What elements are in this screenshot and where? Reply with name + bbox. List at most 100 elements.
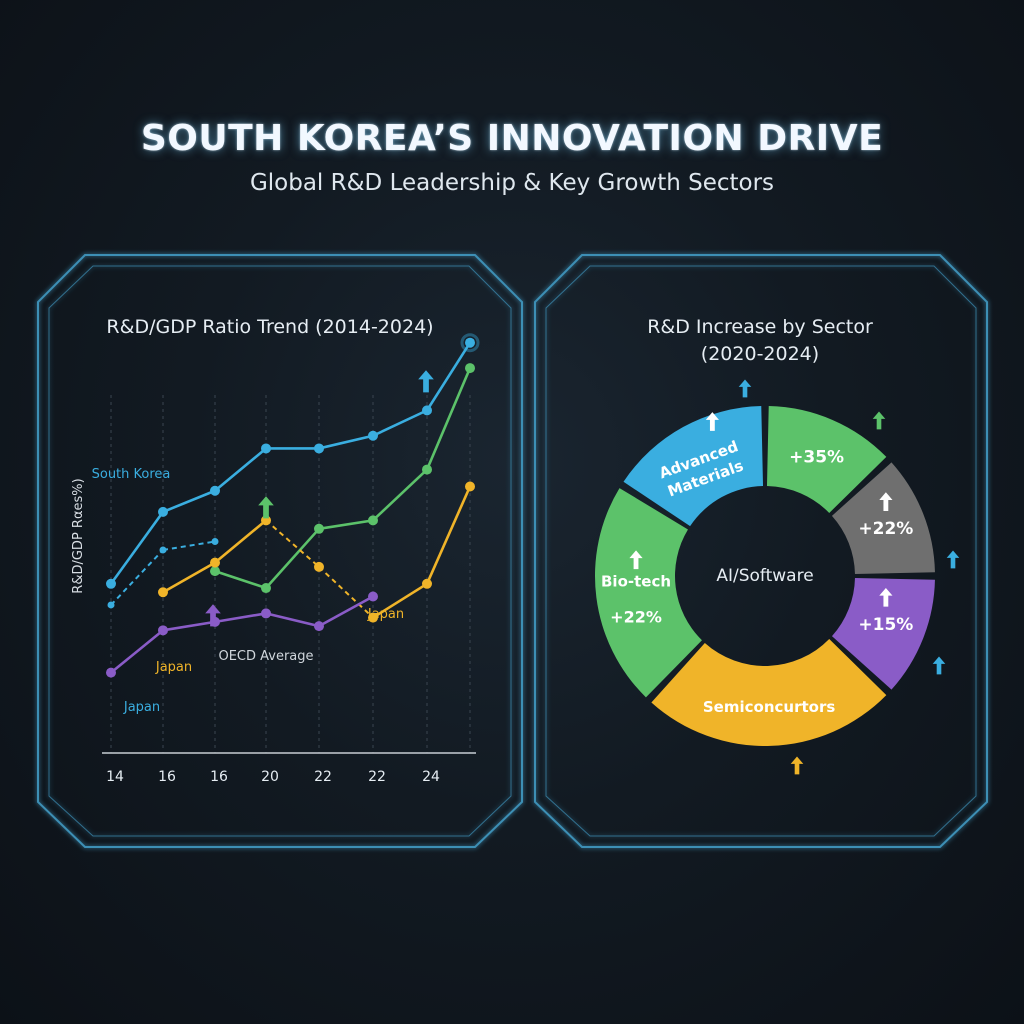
data-point (210, 485, 220, 496)
data-point (368, 515, 378, 526)
data-point (465, 481, 475, 492)
chart-series (106, 333, 480, 678)
chart-annotation: Japan (123, 700, 160, 715)
slice-value-label: +22% (610, 607, 662, 626)
series-line-segment (265, 519, 320, 568)
donut-slice (831, 462, 935, 575)
data-point (314, 621, 324, 632)
slice-label: Semiconcurtors (703, 698, 835, 716)
x-tick-label: 22 (368, 769, 386, 785)
series-line-segment (214, 447, 267, 492)
series-line-segment (425, 367, 472, 471)
x-tick-label: 16 (158, 769, 176, 785)
data-point (314, 523, 324, 534)
donut-slices (594, 406, 935, 746)
series-line-segment (265, 527, 320, 589)
donut-slice (623, 406, 764, 527)
slice-label: +15% (858, 615, 913, 635)
x-tick-label: 24 (422, 769, 440, 785)
highlight-point (460, 333, 480, 353)
donut-slice (594, 488, 702, 698)
slice-up-icon (629, 550, 643, 570)
donut-slice (766, 406, 887, 513)
series-line-segment (425, 341, 472, 412)
series-line-segment (162, 620, 216, 632)
data-point (368, 591, 378, 602)
donut-center-label: AI/Software (716, 566, 813, 586)
donut-slice (831, 577, 935, 690)
up-arrow-icon (932, 656, 946, 675)
data-point (368, 430, 378, 441)
series-line-segment (214, 569, 267, 590)
left-panel-frame (37, 254, 523, 848)
series-line-segment (265, 612, 320, 628)
series-line-segment (109, 511, 165, 585)
data-point (422, 578, 432, 589)
slice-up-icon (879, 492, 893, 511)
up-arrow-icon (258, 496, 274, 519)
line-chart-title: R&D/GDP Ratio Trend (2014-2024) (106, 316, 433, 338)
data-point (210, 557, 220, 568)
series-line-segment (162, 489, 216, 514)
series-line-segment (318, 519, 374, 531)
data-point (107, 601, 115, 609)
series-line-segment (318, 566, 374, 619)
donut-chart-title: R&D Increase by Sector (647, 316, 873, 338)
up-arrow-icon (790, 756, 804, 775)
series-line-segment (110, 549, 164, 606)
data-point (261, 583, 271, 594)
x-tick-label: 14 (106, 769, 124, 785)
up-arrow-icon (205, 604, 221, 627)
series-line-segment (372, 468, 428, 522)
chart-annotation: OECD Average (218, 649, 313, 664)
donut-chart-subtitle: (2020-2024) (701, 343, 819, 365)
data-point (314, 561, 324, 572)
page-title: SOUTH KOREA’S INNOVATION DRIVE (140, 118, 884, 159)
series-line-segment (318, 434, 374, 450)
right-panel-frame (534, 254, 988, 848)
data-point (106, 667, 116, 678)
chart-annotation: Japan (155, 660, 192, 675)
data-point (465, 337, 475, 348)
data-point (368, 612, 378, 623)
data-point (465, 363, 475, 374)
data-point (210, 566, 220, 577)
series-line-segment (318, 595, 374, 628)
x-axis-ticks: 14 16 16 20 22 22 24 (106, 769, 440, 785)
series-line-segment (372, 409, 428, 437)
donut-slice (651, 639, 887, 746)
series-line-segment (214, 519, 267, 564)
slice-label: +35% (789, 448, 844, 468)
up-arrow-icon (872, 411, 886, 430)
data-point (158, 506, 168, 517)
chart-annotation: South Korea (92, 467, 171, 482)
data-point (261, 608, 271, 619)
chart-annotation: Japan (367, 607, 404, 622)
x-tick-label: 22 (314, 769, 332, 785)
series-line-segment (110, 629, 164, 674)
series-line-segment (372, 582, 428, 619)
series-line-segment (425, 485, 472, 585)
up-arrow-icon (738, 379, 752, 398)
series-line-segment (214, 612, 267, 624)
page-subtitle: Global R&D Leadership & Key Growth Secto… (249, 170, 775, 196)
data-point (106, 578, 116, 589)
slice-up-icon (705, 412, 719, 431)
data-point (211, 538, 219, 545)
data-point (422, 464, 432, 475)
chart-arrows (205, 370, 434, 627)
donut-arrows (738, 379, 960, 775)
data-point (422, 405, 432, 416)
chart-annotations: South Korea Japan Japan OECD Average Japan (92, 467, 405, 715)
data-point (314, 443, 324, 454)
x-tick-label: 16 (210, 769, 228, 785)
up-arrow-icon (946, 550, 960, 569)
x-tick-label: 20 (261, 769, 279, 785)
slice-label: Bio-tech (601, 572, 671, 590)
data-point (261, 443, 271, 454)
y-axis-label: R&D/GDP Rαes%) (71, 478, 86, 593)
slice-up-icon (879, 587, 893, 607)
